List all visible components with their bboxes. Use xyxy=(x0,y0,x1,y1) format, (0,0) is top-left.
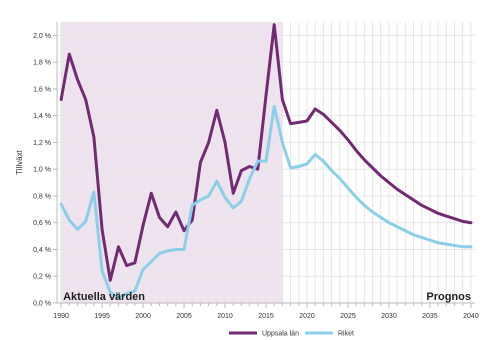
y-tick-label: 1,4 % xyxy=(33,113,51,120)
axes: 0,0 % 0,2 % 0,4 % 0,6 % 0,8 % 1,0 % 1,2 % 1,4 %… xyxy=(15,22,479,320)
series-lines xyxy=(59,23,473,300)
legend-label: Riket xyxy=(338,331,354,338)
y-tick-label: 2,0 % xyxy=(33,33,51,40)
y-tick-label: 1,0 % xyxy=(33,167,51,174)
gridlines xyxy=(57,22,475,304)
x-tick-label: 1995 xyxy=(94,313,110,320)
series-line-riket xyxy=(59,104,473,300)
x-tick-label: 1990 xyxy=(53,313,69,320)
legend: Uppsala län Riket xyxy=(229,331,354,338)
region-label-actual: Aktuella värden xyxy=(63,291,145,303)
y-tick-label: 1,6 % xyxy=(33,86,51,93)
x-tick-label: 2035 xyxy=(422,313,438,320)
y-tick-label: 0,0 % xyxy=(33,301,51,308)
x-tick-label: 2025 xyxy=(340,313,356,320)
x-tick-label: 2000 xyxy=(135,313,151,320)
legend-label: Uppsala län xyxy=(262,331,299,338)
y-axis-label: Tillväxt xyxy=(15,149,24,174)
y-tick-label: 1,2 % xyxy=(33,140,51,147)
x-tick-label: 2030 xyxy=(381,313,397,320)
y-tick-label: 0,4 % xyxy=(33,247,51,254)
region-label-forecast: Prognos xyxy=(426,291,471,303)
y-tick-label: 1,8 % xyxy=(33,60,51,67)
y-tick-label: 0,8 % xyxy=(33,193,51,200)
y-tick-label: 0,6 % xyxy=(33,220,51,227)
x-tick-label: 2015 xyxy=(258,313,274,320)
x-tick-label: 2010 xyxy=(217,313,233,320)
series-line-uppsala-lan xyxy=(59,23,473,282)
region-labels: Aktuella värden Prognos xyxy=(63,291,471,303)
region-background-actual xyxy=(61,22,283,303)
region-backgrounds xyxy=(61,22,283,303)
x-tick-label: 2040 xyxy=(463,313,479,320)
x-tick-label: 2020 xyxy=(299,313,315,320)
y-tick-label: 0,2 % xyxy=(33,274,51,281)
x-tick-label: 2005 xyxy=(176,313,192,320)
